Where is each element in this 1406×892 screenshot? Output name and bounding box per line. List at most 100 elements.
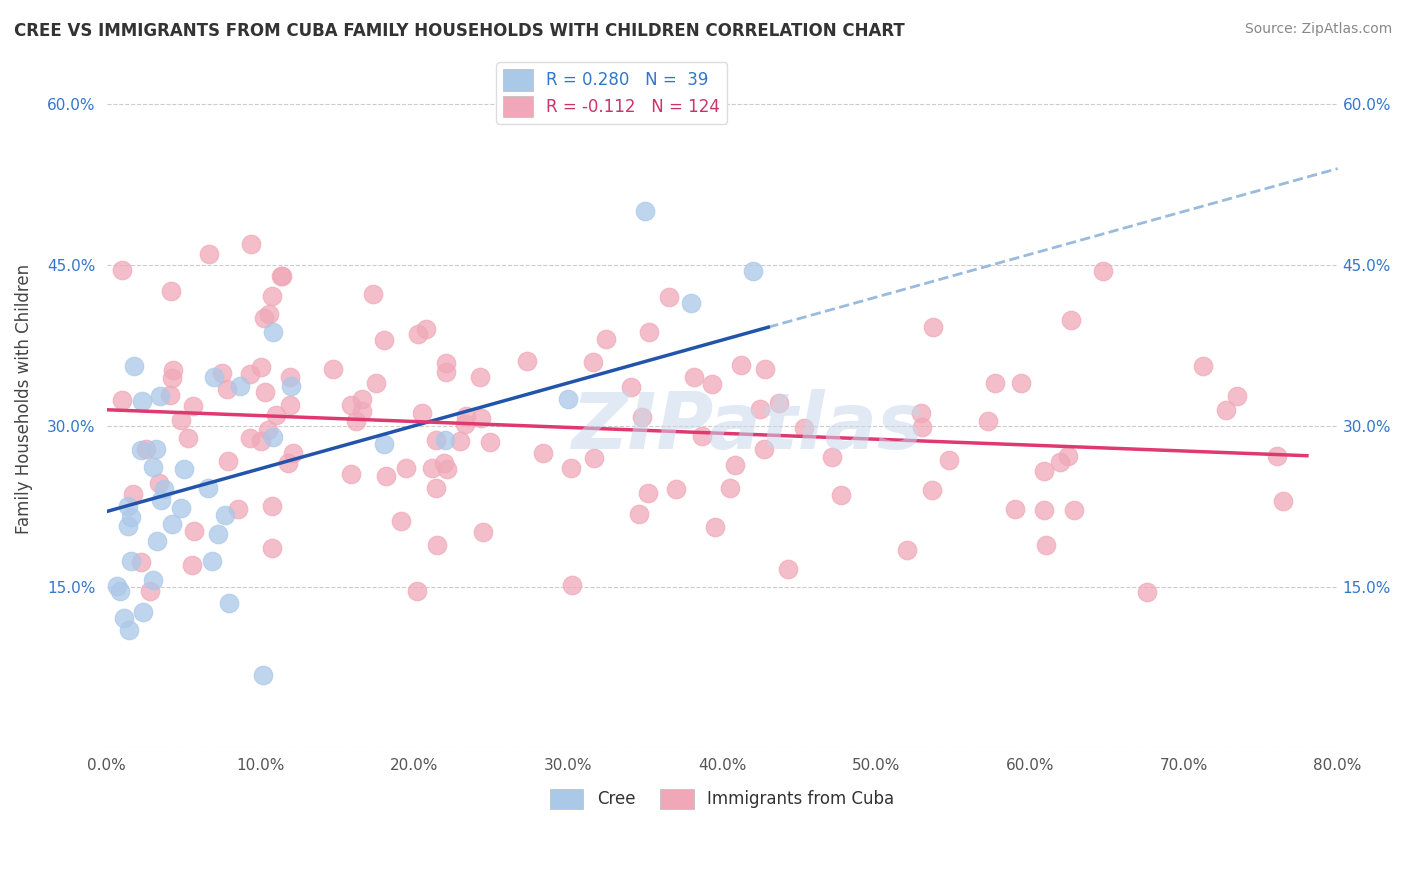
Point (160, 371, 183, 385)
Point (1192, 359, 1215, 374)
Point (425, 481, 447, 495)
Point (350, 392, 373, 406)
Point (582, 355, 605, 369)
Point (239, 431, 262, 445)
Point (281, 446, 304, 460)
Point (149, 389, 172, 403)
Point (395, 461, 418, 475)
Point (683, 370, 706, 384)
Point (374, 469, 396, 483)
Point (690, 429, 713, 443)
Point (149, 493, 172, 508)
Point (139, 583, 162, 598)
Point (830, 488, 852, 502)
Point (741, 263, 763, 277)
Point (361, 286, 384, 301)
Point (252, 310, 274, 325)
Point (1004, 502, 1026, 516)
Point (631, 410, 654, 425)
Point (411, 405, 433, 419)
Text: ZIPatlas: ZIPatlas (571, 389, 922, 465)
Point (322, 361, 344, 376)
Point (262, 325, 284, 339)
Point (211, 366, 233, 380)
Point (364, 376, 387, 390)
Point (1060, 313, 1083, 327)
Y-axis label: Family Households with Children: Family Households with Children (15, 264, 32, 534)
Point (132, 605, 155, 619)
Point (1135, 585, 1157, 599)
Point (896, 543, 918, 558)
Point (911, 419, 934, 434)
Point (723, 458, 745, 472)
Point (1063, 503, 1085, 517)
Point (280, 379, 302, 393)
Point (389, 514, 412, 528)
Point (226, 502, 249, 516)
Point (169, 412, 191, 426)
Point (197, 481, 219, 495)
Point (207, 527, 229, 541)
Point (420, 460, 443, 475)
Point (257, 307, 280, 321)
Point (620, 380, 643, 394)
Point (145, 442, 167, 456)
Point (433, 456, 456, 470)
Point (718, 481, 741, 495)
Point (1033, 502, 1056, 516)
Point (170, 500, 193, 515)
Text: Source: ZipAtlas.com: Source: ZipAtlas.com (1244, 22, 1392, 37)
Point (135, 442, 157, 456)
Point (180, 558, 202, 573)
Point (436, 365, 458, 379)
Point (434, 434, 457, 448)
Point (159, 284, 181, 298)
Point (406, 583, 429, 598)
Point (938, 453, 960, 467)
Point (768, 395, 790, 409)
Point (148, 475, 170, 490)
Point (922, 320, 945, 334)
Point (350, 404, 373, 418)
Point (181, 399, 204, 413)
Point (1215, 402, 1237, 417)
Point (704, 519, 727, 533)
Point (270, 268, 292, 283)
Point (478, 435, 501, 450)
Point (637, 486, 659, 500)
Point (340, 467, 363, 482)
Point (977, 414, 1000, 428)
Point (921, 483, 943, 498)
Point (425, 434, 447, 448)
Point (344, 414, 367, 428)
Point (373, 334, 395, 348)
Point (131, 393, 153, 408)
Point (373, 436, 395, 450)
Point (449, 434, 471, 448)
Point (111, 263, 134, 277)
Point (183, 524, 205, 538)
Point (215, 382, 238, 396)
Point (229, 378, 252, 392)
Point (260, 499, 283, 513)
Point (628, 507, 651, 521)
Point (111, 393, 134, 408)
Point (516, 354, 538, 368)
Point (122, 486, 145, 500)
Point (793, 421, 815, 435)
Point (117, 499, 139, 513)
Point (112, 611, 135, 625)
Point (271, 268, 294, 283)
Point (202, 369, 225, 384)
Point (557, 392, 579, 407)
Point (218, 596, 240, 610)
Point (120, 554, 142, 568)
Point (260, 541, 283, 556)
Point (436, 461, 458, 475)
Point (1091, 264, 1114, 278)
Point (681, 296, 703, 310)
Point (472, 525, 495, 540)
Point (264, 409, 287, 423)
Point (1035, 538, 1057, 552)
Point (122, 359, 145, 373)
